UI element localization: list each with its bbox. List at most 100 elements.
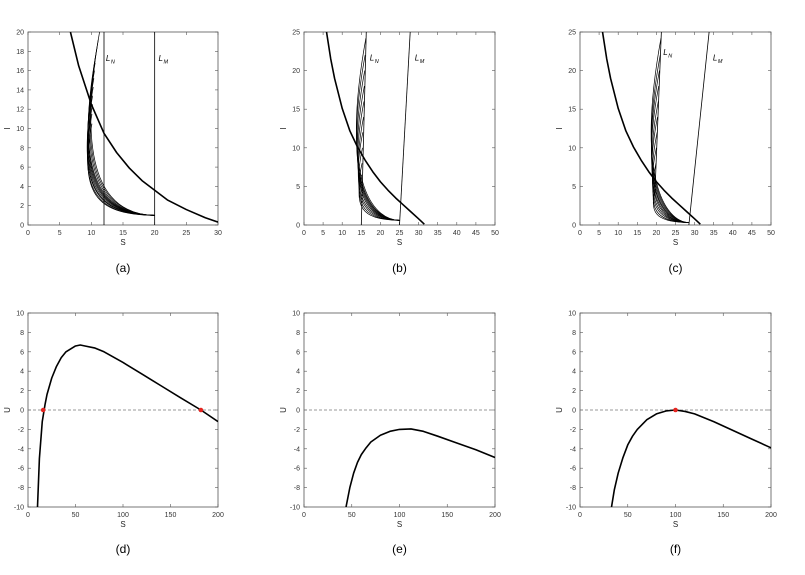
u-curve [610, 409, 771, 507]
y-axis-label: I [555, 127, 564, 129]
axes-box [27, 31, 219, 226]
x-tick-label: 20 [653, 230, 661, 237]
axes-box [579, 31, 772, 226]
y-tick-label: 12 [16, 107, 24, 114]
x-tick-label: 0 [578, 512, 582, 519]
y-tick-label: 0 [20, 223, 24, 230]
trajectory-line [87, 104, 155, 216]
x-tick-label: 50 [72, 512, 80, 519]
y-tick-label: 14 [16, 87, 24, 94]
x-tick-label: 0 [26, 512, 30, 519]
y-tick-label: -10 [14, 505, 24, 512]
x-tick-label: 150 [717, 512, 729, 519]
y-tick-label: 20 [568, 68, 576, 75]
y-tick-label: 10 [16, 126, 24, 133]
y-tick-label: 4 [572, 369, 576, 376]
x-tick-label: 10 [87, 230, 95, 237]
y-axis-label: U [555, 407, 564, 413]
x-tick-label: 20 [151, 230, 159, 237]
y-tick-label: -2 [18, 427, 24, 434]
equilibrium-point [673, 407, 678, 413]
panel-caption: (f) [670, 542, 681, 556]
y-tick-label: 20 [16, 30, 24, 37]
x-tick-label: 100 [394, 512, 406, 519]
line-ln [360, 32, 367, 225]
label-lm: L [415, 54, 419, 63]
y-axis-label: U [3, 407, 12, 413]
y-tick-label: -4 [570, 446, 576, 453]
trajectory-line [357, 85, 400, 221]
x-tick-label: 50 [491, 230, 499, 237]
y-tick-label: 6 [20, 165, 24, 172]
x-tick-label: 150 [441, 512, 453, 519]
y-tick-label: 0 [20, 408, 24, 415]
x-tick-label: 30 [214, 230, 222, 237]
x-tick-label: 25 [182, 230, 190, 237]
x-tick-label: 35 [710, 230, 718, 237]
x-tick-label: 30 [691, 230, 699, 237]
nullcline-curve [601, 32, 701, 225]
y-axis-label: I [3, 127, 12, 129]
y-tick-label: 0 [296, 223, 300, 230]
x-axis-label: S [120, 520, 125, 529]
y-tick-label: -8 [570, 485, 576, 492]
plot-area [601, 32, 710, 225]
plot-area [28, 344, 218, 507]
y-tick-label: 2 [296, 388, 300, 395]
plot-area [304, 409, 495, 507]
panel-e: 0 50 100 150 200 -10 -8 -6 -4 -2 0 2 4 6 8 10 S U (e) [279, 311, 501, 557]
y-tick-label: 10 [16, 311, 24, 318]
trajectory-line [652, 190, 689, 224]
y-tick-label: 5 [572, 184, 576, 191]
plot-area [69, 32, 218, 225]
x-tick-label: 45 [472, 230, 480, 237]
y-tick-label: 16 [16, 68, 24, 75]
x-tick-label: 30 [415, 230, 423, 237]
y-tick-label: 4 [20, 369, 24, 376]
y-tick-label: -6 [570, 466, 576, 473]
label-lm: L [713, 54, 717, 63]
y-tick-label: -2 [294, 427, 300, 434]
y-tick-label: 2 [20, 388, 24, 395]
panel-caption: (d) [116, 542, 131, 556]
x-tick-label: 100 [117, 512, 129, 519]
line-lm [688, 32, 710, 225]
line-ln [654, 32, 662, 195]
y-tick-label: 15 [292, 107, 300, 114]
x-tick-label: 200 [489, 512, 501, 519]
x-tick-label: 0 [302, 230, 306, 237]
trajectory-line [89, 39, 155, 216]
x-tick-label: 15 [633, 230, 641, 237]
y-tick-label: 2 [20, 203, 24, 210]
trajectory-line [87, 78, 155, 216]
equilibrium-point [40, 407, 46, 413]
label-lm-subscript: M [718, 59, 723, 65]
y-tick-label: 20 [292, 68, 300, 75]
label-lm-subscript: M [420, 59, 425, 65]
y-tick-label: -8 [18, 485, 24, 492]
panel-caption: (e) [392, 542, 407, 556]
y-tick-label: 4 [20, 184, 24, 191]
x-tick-label: 35 [434, 230, 442, 237]
line-lm [399, 32, 411, 225]
nullcline-curve [69, 32, 218, 223]
y-tick-label: 0 [572, 223, 576, 230]
x-tick-label: 100 [670, 512, 682, 519]
nullcline-curve [325, 32, 425, 225]
u-curve [36, 344, 218, 507]
x-tick-label: 15 [119, 230, 127, 237]
y-tick-label: 6 [20, 349, 24, 356]
label-lm: L [158, 54, 162, 63]
x-tick-label: 25 [396, 230, 404, 237]
axes-box [303, 31, 496, 226]
panel-caption: (b) [392, 261, 407, 275]
y-tick-label: 0 [572, 408, 576, 415]
y-tick-label: -2 [570, 427, 576, 434]
y-tick-label: 8 [20, 145, 24, 152]
y-tick-label: -6 [294, 466, 300, 473]
x-tick-label: 10 [614, 230, 622, 237]
x-tick-label: 5 [321, 230, 325, 237]
